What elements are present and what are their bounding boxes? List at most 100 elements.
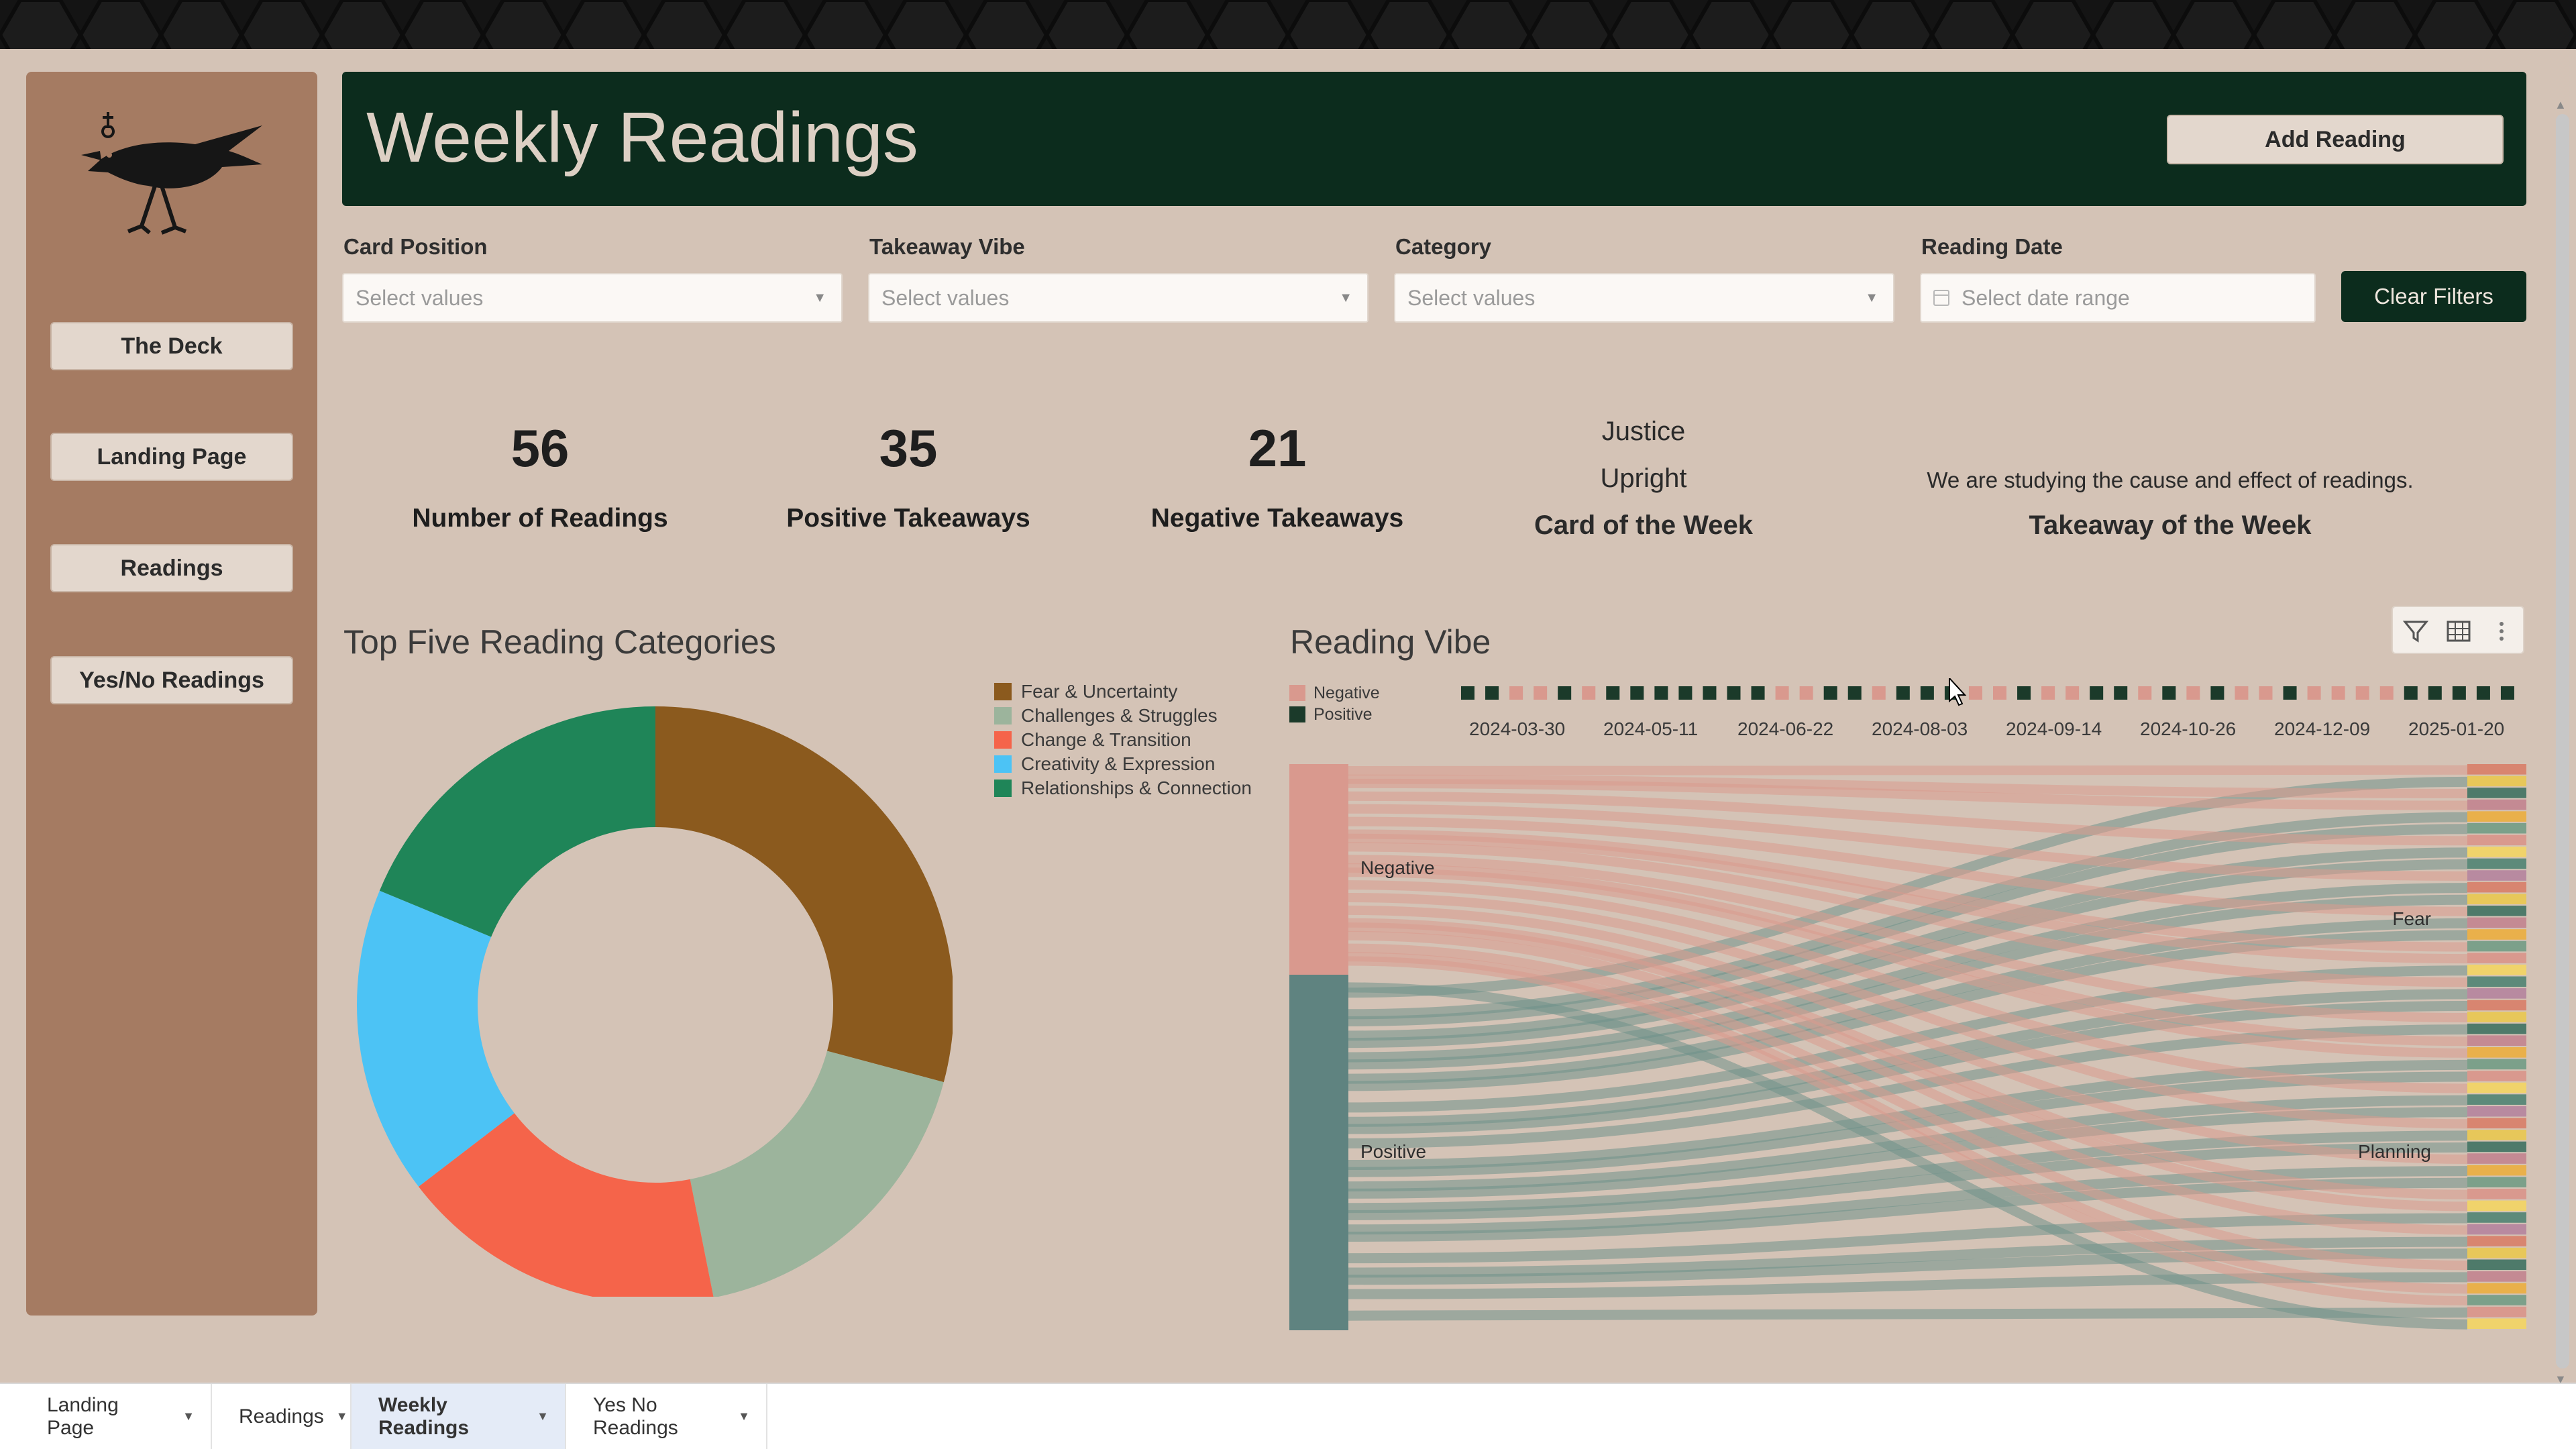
timeline-point[interactable] <box>2235 686 2249 700</box>
donut-legend-item[interactable]: Change & Transition <box>994 728 1252 752</box>
card-position-select[interactable]: Select values ▼ <box>342 273 843 323</box>
timeline-point[interactable] <box>1751 686 1765 700</box>
vertical-scrollbar[interactable]: ▲ ▼ <box>2549 98 2576 1387</box>
nav-yes-no-readings-button[interactable]: Yes/No Readings <box>50 656 293 704</box>
page-tab-bar: Landing Page ▼ Readings ▼ Weekly Readings ▼… <box>0 1383 2576 1449</box>
timeline-point[interactable] <box>1461 686 1474 700</box>
timeline-point[interactable] <box>1558 686 1572 700</box>
takeaway-vibe-select[interactable]: Select values ▼ <box>868 273 1368 323</box>
sankey-target-node <box>2467 1236 2526 1246</box>
timeline-point[interactable] <box>2452 686 2466 700</box>
timeline-point[interactable] <box>1606 686 1620 700</box>
table-icon[interactable] <box>2438 607 2479 655</box>
timeline-point[interactable] <box>2500 686 2514 700</box>
timeline-point[interactable] <box>1847 686 1862 700</box>
timeline-point[interactable] <box>2065 686 2080 700</box>
sankey-link <box>1348 930 2468 1235</box>
sankey-link <box>1348 1213 2468 1264</box>
timeline-point[interactable] <box>1654 686 1668 700</box>
legend-label: Fear & Uncertainty <box>1021 681 1178 702</box>
timeline-tick-label: 2024-03-30 <box>1469 718 1565 739</box>
timeline-point[interactable] <box>1968 686 1982 700</box>
clear-filters-button[interactable]: Clear Filters <box>2341 271 2526 322</box>
timeline-point[interactable] <box>1703 686 1717 700</box>
timeline-point[interactable] <box>1872 686 1886 700</box>
sankey-target-node <box>2467 1130 2526 1140</box>
timeline-point[interactable] <box>2162 686 2176 700</box>
nav-landing-page-button[interactable]: Landing Page <box>50 433 293 481</box>
sankey-link <box>1348 791 2468 846</box>
nav-the-deck-button[interactable]: The Deck <box>50 322 293 370</box>
category-select[interactable]: Select values ▼ <box>1394 273 1894 323</box>
sankey-link <box>1348 765 2468 775</box>
more-icon[interactable] <box>2481 607 2522 655</box>
donut-legend-item[interactable]: Creativity & Expression <box>994 752 1252 776</box>
timeline-point[interactable] <box>2017 686 2031 700</box>
timeline-point[interactable] <box>2090 686 2104 700</box>
timeline-point[interactable] <box>1993 686 2006 700</box>
timeline-point[interactable] <box>1678 686 1693 700</box>
donut-slice[interactable] <box>655 706 953 1083</box>
timeline-point[interactable] <box>1896 686 1910 700</box>
nav-readings-button[interactable]: Readings <box>50 544 293 592</box>
tab-readings[interactable]: Readings ▼ <box>212 1384 352 1449</box>
sankey-node-negative <box>1289 764 1348 975</box>
timeline-point[interactable] <box>1823 686 1837 700</box>
timeline-point[interactable] <box>2404 686 2418 700</box>
scroll-thumb[interactable] <box>2556 114 2569 1368</box>
donut-legend-item[interactable]: Fear & Uncertainty <box>994 680 1252 704</box>
timeline-point[interactable] <box>2307 686 2321 700</box>
sankey-target-node <box>2467 929 2526 940</box>
tab-weekly-readings[interactable]: Weekly Readings ▼ <box>352 1384 566 1449</box>
reading-date-input[interactable]: Select date range <box>1920 273 2316 323</box>
kpi-positive-takeaways-label: Positive Takeaways <box>786 504 1030 533</box>
legend-positive: Positive <box>1289 704 1380 725</box>
timeline-point[interactable] <box>2114 686 2128 700</box>
donut-slice[interactable] <box>418 1113 714 1297</box>
sankey-target-node <box>2467 1012 2526 1022</box>
timeline-point[interactable] <box>1630 686 1644 700</box>
scroll-up-icon[interactable]: ▲ <box>2555 98 2567 111</box>
timeline-point[interactable] <box>1509 686 1523 700</box>
caret-down-icon: ▼ <box>335 1409 348 1423</box>
timeline-point[interactable] <box>2428 686 2442 700</box>
reading-vibe-title: Reading Vibe <box>1290 623 1491 661</box>
timeline-point[interactable] <box>1920 686 1934 700</box>
timeline-point[interactable] <box>1485 686 1499 700</box>
donut-slice[interactable] <box>690 1051 944 1297</box>
timeline-point[interactable] <box>2331 686 2345 700</box>
crow-icon <box>81 112 262 235</box>
timeline-point[interactable] <box>1534 686 1548 700</box>
timeline-tick-label: 2024-05-11 <box>1603 718 1698 739</box>
timeline-point[interactable] <box>2283 686 2297 700</box>
donut-legend-item[interactable]: Relationships & Connection <box>994 776 1252 800</box>
donut-legend-item[interactable]: Challenges & Struggles <box>994 704 1252 728</box>
timeline-point[interactable] <box>1727 686 1741 700</box>
timeline-point[interactable] <box>2138 686 2152 700</box>
timeline-point[interactable] <box>2355 686 2369 700</box>
timeline-point[interactable] <box>2186 686 2200 700</box>
tab-landing-page[interactable]: Landing Page ▼ <box>20 1384 212 1449</box>
sankey-target-node <box>2467 906 2526 916</box>
timeline-point[interactable] <box>1799 686 1813 700</box>
sankey-target-node <box>2467 941 2526 952</box>
timeline-point[interactable] <box>2259 686 2273 700</box>
sankey-target-node <box>2467 788 2526 798</box>
donut-slice[interactable] <box>379 706 655 937</box>
filter-icon[interactable] <box>2396 607 2436 655</box>
timeline-tick-label: 2025-01-20 <box>2408 718 2504 739</box>
donut-slice[interactable] <box>357 890 515 1187</box>
vibe-timeline: 2024-03-30 2024-05-11 2024-06-22 2024-08-03… <box>1461 678 2514 739</box>
timeline-point[interactable] <box>1775 686 1789 700</box>
timeline-point[interactable] <box>1582 686 1596 700</box>
sankey-target-node <box>2467 1106 2526 1117</box>
legend-swatch <box>994 755 1012 773</box>
timeline-point[interactable] <box>2210 686 2224 700</box>
sankey-target-node <box>2467 1200 2526 1212</box>
timeline-point[interactable] <box>2041 686 2055 700</box>
add-reading-button[interactable]: Add Reading <box>2167 115 2504 164</box>
sankey-link <box>1348 982 2468 1330</box>
tab-yes-no-readings[interactable]: Yes No Readings ▼ <box>566 1384 767 1449</box>
timeline-point[interactable] <box>2476 686 2490 700</box>
timeline-point[interactable] <box>2379 686 2394 700</box>
